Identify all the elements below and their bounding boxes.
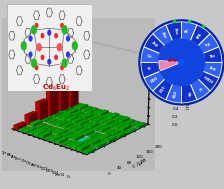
Circle shape	[62, 59, 67, 67]
Wedge shape	[181, 84, 197, 103]
Text: Cr: Cr	[147, 66, 152, 71]
Circle shape	[35, 23, 38, 28]
Circle shape	[41, 55, 44, 59]
Text: IPA: IPA	[196, 32, 203, 39]
Wedge shape	[203, 62, 222, 78]
Text: Phe: Phe	[160, 31, 167, 40]
Wedge shape	[203, 47, 222, 62]
Circle shape	[35, 66, 38, 70]
Wedge shape	[144, 34, 165, 53]
Circle shape	[55, 34, 57, 38]
Text: Cu: Cu	[147, 54, 153, 59]
Wedge shape	[141, 47, 160, 62]
Wedge shape	[190, 79, 210, 100]
Circle shape	[158, 39, 205, 86]
Circle shape	[41, 34, 44, 38]
Text: Cd$_6$Eu$_2$: Cd$_6$Eu$_2$	[43, 83, 71, 93]
Wedge shape	[198, 34, 219, 53]
Wedge shape	[166, 84, 181, 103]
Circle shape	[37, 44, 41, 51]
Circle shape	[21, 42, 26, 50]
Text: HNO3: HNO3	[202, 75, 214, 85]
Circle shape	[48, 59, 51, 64]
FancyBboxPatch shape	[7, 4, 92, 91]
Wedge shape	[153, 79, 172, 100]
Circle shape	[29, 52, 32, 57]
Wedge shape	[166, 22, 181, 41]
Circle shape	[48, 30, 51, 35]
Wedge shape	[181, 22, 197, 41]
Text: SO4: SO4	[172, 90, 178, 98]
Circle shape	[32, 26, 36, 34]
Circle shape	[61, 23, 63, 28]
Circle shape	[67, 52, 69, 57]
Circle shape	[57, 44, 62, 51]
Text: Na: Na	[185, 91, 190, 97]
Text: K: K	[197, 87, 202, 91]
Circle shape	[55, 55, 57, 59]
Circle shape	[67, 36, 69, 41]
Text: Arg: Arg	[209, 66, 217, 71]
Circle shape	[61, 66, 63, 70]
Text: NO3: NO3	[150, 76, 159, 84]
Text: DPA: DPA	[168, 59, 177, 63]
Wedge shape	[144, 71, 165, 91]
Wedge shape	[153, 25, 172, 46]
Text: CO3: CO3	[160, 85, 167, 94]
Circle shape	[179, 60, 184, 65]
Text: Asp: Asp	[151, 41, 159, 48]
Circle shape	[29, 36, 32, 41]
Wedge shape	[190, 25, 210, 46]
Circle shape	[72, 42, 77, 50]
Y-axis label: c /μM: c /μM	[132, 158, 147, 169]
Wedge shape	[198, 71, 219, 91]
Text: Pro: Pro	[172, 27, 178, 35]
Text: TA: TA	[185, 28, 190, 34]
Wedge shape	[159, 60, 181, 71]
Text: Thr: Thr	[209, 53, 217, 59]
Wedge shape	[141, 62, 160, 78]
Circle shape	[62, 26, 67, 34]
Circle shape	[139, 20, 224, 105]
Text: Trp: Trp	[205, 41, 212, 48]
Circle shape	[32, 59, 36, 67]
